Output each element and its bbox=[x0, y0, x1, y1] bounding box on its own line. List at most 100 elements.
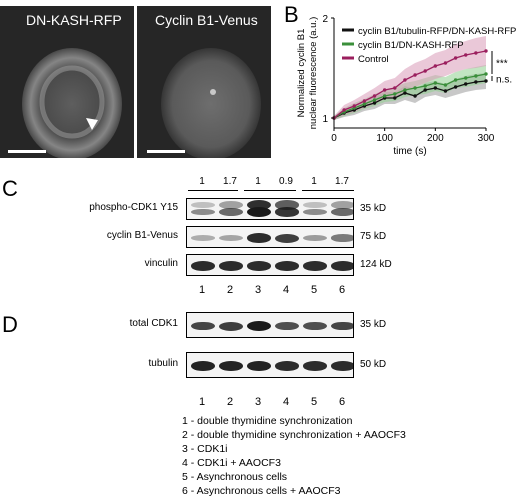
data-point bbox=[453, 56, 458, 60]
error-band-1 bbox=[334, 65, 486, 120]
data-point bbox=[342, 108, 346, 112]
molecular-weight-label: 35 kD bbox=[360, 203, 387, 214]
band bbox=[191, 261, 215, 271]
band bbox=[219, 261, 243, 271]
blot-label: cyclin B1-Venus bbox=[106, 230, 178, 241]
band bbox=[275, 321, 299, 331]
x-tick-label: 200 bbox=[427, 133, 444, 144]
blot-label: phospho-CDK1 Y15 bbox=[89, 202, 178, 213]
band bbox=[247, 261, 271, 271]
x-tick-label: 100 bbox=[376, 133, 393, 144]
y-tick-label: 2 bbox=[322, 14, 328, 25]
molecular-weight-label: 124 kD bbox=[360, 259, 392, 270]
data-point bbox=[464, 53, 468, 57]
molecular-weight-label: 75 kD bbox=[360, 231, 387, 242]
data-point bbox=[362, 102, 367, 106]
ratio-value: 1 bbox=[311, 176, 317, 187]
data-point bbox=[413, 94, 417, 98]
blot-label: tubulin bbox=[148, 358, 178, 369]
legend-label: cyclin B1/DN-KASH-RFP bbox=[358, 40, 464, 51]
data-point bbox=[413, 73, 417, 77]
y-tick-label: 1 bbox=[322, 114, 328, 125]
cell-image-venus bbox=[161, 48, 261, 158]
band bbox=[331, 208, 353, 216]
data-point bbox=[403, 91, 407, 95]
panel-label-d: D bbox=[2, 312, 18, 337]
lane-number: 6 bbox=[338, 284, 346, 296]
band bbox=[247, 233, 271, 243]
ratio-group-line-2 bbox=[244, 190, 296, 191]
ratio-value: 1.7 bbox=[335, 176, 349, 187]
band bbox=[331, 234, 353, 242]
data-point bbox=[443, 83, 448, 87]
lane-number: 2 bbox=[226, 396, 234, 408]
data-point bbox=[372, 98, 377, 102]
series-line-2 bbox=[333, 50, 487, 119]
data-point bbox=[413, 86, 417, 90]
line-chart: 0 100 200 300 1 2 time (s) Normalized cyclin B1… bbox=[296, 14, 516, 157]
lane-number: 5 bbox=[310, 396, 318, 408]
data-point bbox=[433, 81, 438, 85]
band bbox=[303, 361, 327, 371]
arrowhead-marker bbox=[86, 118, 98, 130]
data-point bbox=[393, 86, 397, 90]
data-point bbox=[372, 101, 377, 105]
lane-number: 4 bbox=[282, 284, 290, 296]
panel-label-b: B bbox=[284, 2, 299, 27]
data-point bbox=[453, 85, 458, 89]
data-point bbox=[464, 76, 468, 80]
x-tick-label: 300 bbox=[478, 133, 495, 144]
blot-label: total CDK1 bbox=[129, 318, 178, 329]
band bbox=[303, 321, 327, 331]
band bbox=[247, 207, 271, 217]
data-point bbox=[433, 64, 438, 68]
series-line-1 bbox=[333, 73, 487, 119]
western-blot-panel-c: phospho-CDK1 Y15 35 kD cyclin B1-Venus 75 k… bbox=[89, 198, 392, 276]
band bbox=[275, 261, 299, 271]
cell-image-rfp bbox=[22, 48, 122, 158]
micrograph-title-venus: Cyclin B1-Venus bbox=[155, 12, 258, 28]
data-point bbox=[382, 88, 387, 92]
lane-number: 6 bbox=[338, 396, 346, 408]
band bbox=[331, 321, 353, 331]
band bbox=[219, 361, 243, 371]
significance-label: *** bbox=[496, 59, 508, 70]
data-point bbox=[393, 92, 397, 96]
micrograph-cyclin-b1-venus: Cyclin B1-Venus bbox=[137, 6, 271, 158]
data-point bbox=[423, 84, 427, 88]
data-point bbox=[443, 61, 448, 65]
blot-strip bbox=[186, 352, 354, 378]
x-tick-label: 0 bbox=[331, 133, 337, 144]
lane-number: 4 bbox=[282, 396, 290, 408]
data-point bbox=[484, 79, 488, 83]
x-axis-label: time (s) bbox=[393, 146, 426, 157]
significance-label: n.s. bbox=[496, 75, 512, 86]
data-point bbox=[362, 99, 367, 103]
micrograph-dn-kash-rfp: DN-KASH-RFP bbox=[0, 6, 134, 158]
western-blot-panel-d: total CDK1 35 kD tubulin 50 kD bbox=[129, 312, 387, 378]
lane-numbers-d: 1 2 3 4 5 6 bbox=[0, 396, 520, 410]
conditions-legend: 1 - double thymidine synchronization 2 -… bbox=[182, 414, 406, 498]
band bbox=[247, 361, 271, 371]
ratio-value: 1.7 bbox=[223, 176, 237, 187]
data-point bbox=[403, 78, 407, 82]
lane-number: 5 bbox=[310, 284, 318, 296]
data-point bbox=[443, 89, 448, 93]
condition-item: 4 - CDK1i + AAOCF3 bbox=[182, 457, 281, 469]
condition-item: 1 - double thymidine synchronization bbox=[182, 415, 353, 427]
band bbox=[247, 200, 271, 210]
molecular-weight-label: 35 kD bbox=[360, 319, 387, 330]
scale-bar bbox=[8, 150, 46, 153]
band bbox=[303, 261, 327, 271]
scale-bar bbox=[147, 150, 185, 153]
micrograph-title-rfp: DN-KASH-RFP bbox=[26, 12, 122, 28]
band bbox=[331, 361, 353, 371]
data-point bbox=[352, 104, 356, 108]
band bbox=[275, 207, 299, 217]
ratio-value: 0.9 bbox=[279, 176, 293, 187]
data-point bbox=[484, 72, 488, 76]
band bbox=[219, 201, 243, 209]
band bbox=[191, 235, 215, 241]
ratio-group-line-3 bbox=[302, 190, 354, 191]
molecular-weight-label: 50 kD bbox=[360, 359, 387, 370]
